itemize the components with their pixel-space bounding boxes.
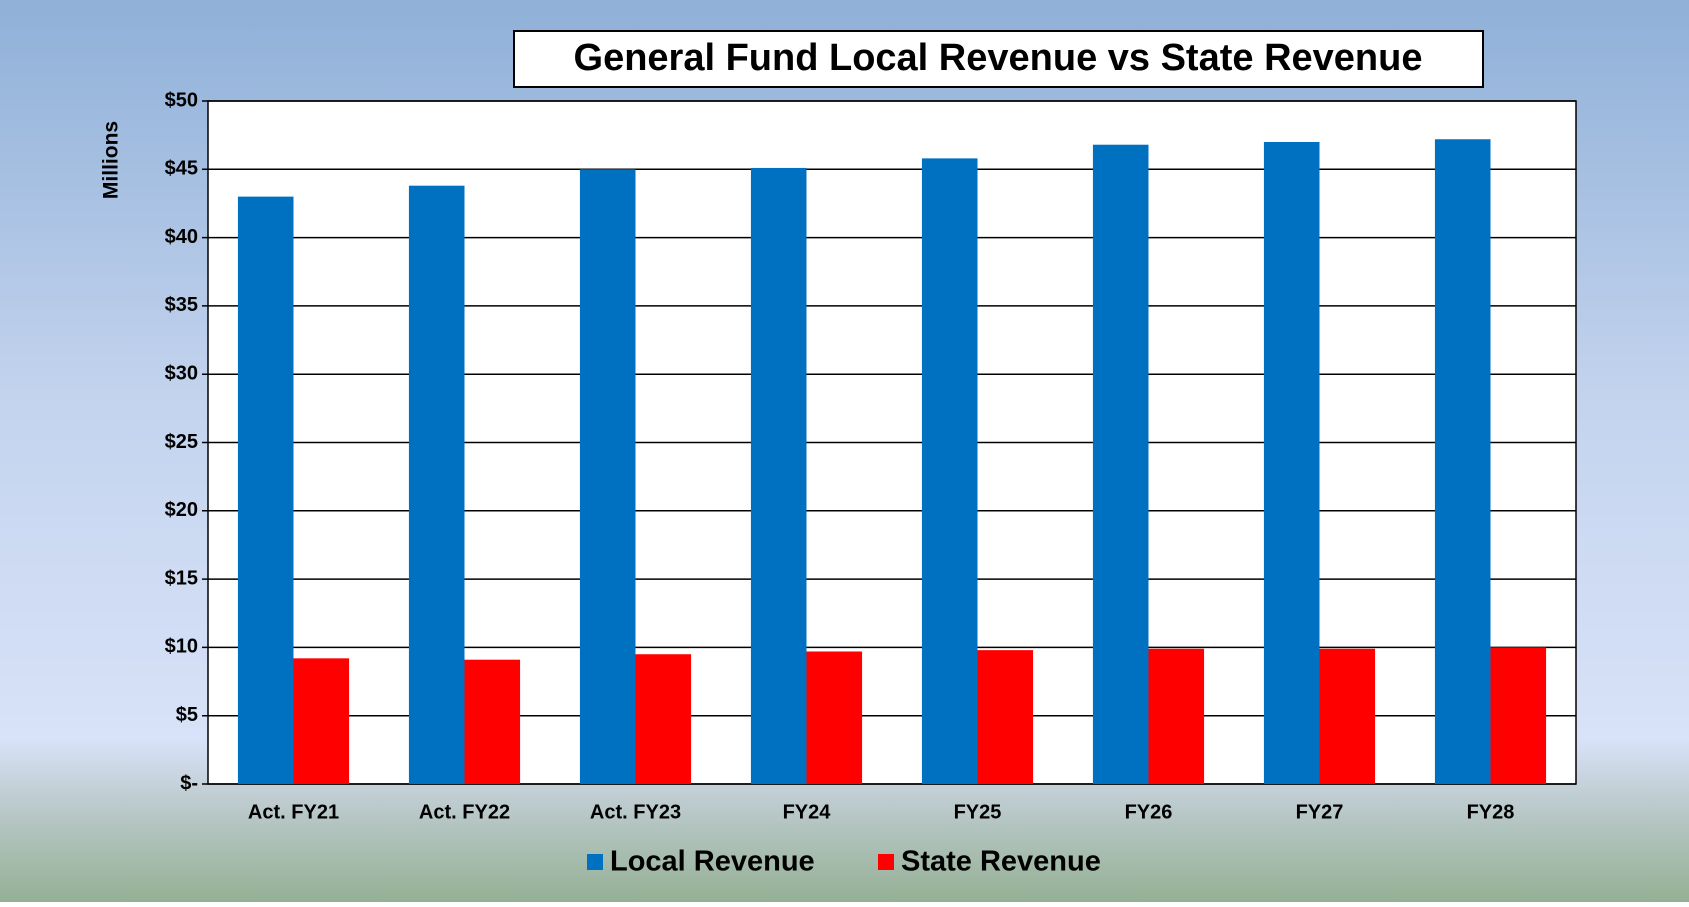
title-box — [513, 30, 1484, 88]
x-tick-label: FY28 — [1467, 801, 1515, 823]
x-tick-label: FY24 — [783, 801, 832, 823]
bar — [1263, 141, 1320, 785]
y-tick-label: $50 — [165, 89, 198, 111]
bar — [464, 659, 521, 784]
legend-swatch — [587, 854, 603, 870]
bar — [293, 658, 350, 784]
x-tick-label: Act. FY21 — [248, 801, 339, 823]
bar — [806, 651, 863, 784]
x-tick-label: Act. FY23 — [590, 801, 681, 823]
chart-title: General Fund Local Revenue vs State Reve… — [574, 37, 1423, 79]
y-tick-label: $35 — [165, 294, 198, 316]
bar — [237, 196, 294, 784]
y-tick-label: $25 — [165, 431, 198, 453]
y-axis-label: Millions — [100, 121, 123, 199]
y-tick-label: $30 — [165, 362, 198, 384]
x-tick-label: FY27 — [1296, 801, 1344, 823]
bars — [237, 139, 1547, 785]
bar — [1092, 144, 1149, 784]
bar — [579, 169, 636, 785]
x-tick-label: FY25 — [954, 801, 1002, 823]
bar — [977, 650, 1034, 784]
bar — [1434, 139, 1491, 785]
legend-label: Local Revenue — [610, 846, 815, 878]
y-tick-label: $5 — [176, 704, 198, 726]
bar — [1490, 647, 1547, 784]
bar — [1148, 648, 1205, 784]
y-tick-label: $10 — [165, 636, 198, 658]
bar — [921, 158, 978, 784]
bar — [750, 167, 807, 784]
y-tick-label: $45 — [165, 158, 198, 180]
y-tick-label: $- — [180, 772, 198, 794]
x-tick-label: FY26 — [1125, 801, 1173, 823]
bar — [635, 654, 692, 784]
y-tick-label: $20 — [165, 499, 198, 521]
legend-label: State Revenue — [901, 846, 1101, 878]
x-tick-label: Act. FY22 — [419, 801, 510, 823]
bar — [408, 185, 465, 784]
y-tick-label: $40 — [165, 226, 198, 248]
legend-swatch — [878, 854, 894, 870]
y-tick-label: $15 — [165, 567, 198, 589]
bar — [1319, 648, 1376, 784]
